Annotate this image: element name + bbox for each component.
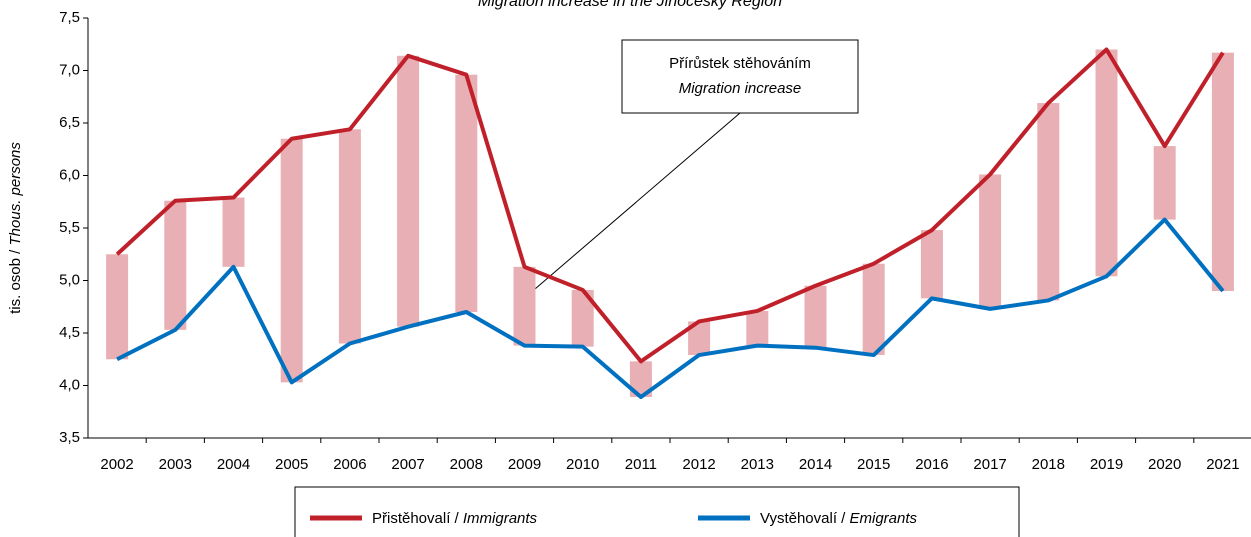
range-bar [920, 230, 943, 299]
annotation-text: Přírůstek stěhováním [669, 55, 811, 72]
range-bar [338, 129, 361, 344]
x-tick-label: 2017 [973, 456, 1006, 473]
x-tick-label: 2019 [1090, 456, 1123, 473]
y-tick-label: 3,5 [59, 429, 80, 446]
range-bar [513, 266, 536, 346]
annotation-box [621, 39, 859, 114]
x-tick-label: 2013 [741, 456, 774, 473]
series-line [116, 217, 1225, 400]
y-tick-label: 7,5 [59, 9, 80, 26]
range-bar [1153, 146, 1176, 220]
range-bar [979, 174, 1002, 309]
x-tick-label: 2020 [1148, 456, 1181, 473]
range-bar [455, 74, 478, 312]
range-bar [629, 361, 652, 398]
x-tick-label: 2010 [566, 456, 599, 473]
x-tick-label: 2008 [450, 456, 483, 473]
x-tick-label: 2002 [100, 456, 133, 473]
range-bar [746, 310, 769, 346]
x-tick-label: 2018 [1032, 456, 1065, 473]
chart-title: Migration increase in the Jihočeský Regi… [478, 0, 782, 10]
x-tick-label: 2004 [217, 456, 250, 473]
y-tick-label: 5,0 [59, 271, 80, 288]
x-tick-label: 2003 [159, 456, 192, 473]
x-tick-label: 2007 [391, 456, 424, 473]
range-bar [222, 197, 245, 267]
range-bar [1037, 103, 1060, 301]
range-bar [106, 254, 129, 360]
range-bar [164, 200, 187, 330]
series-line [115, 47, 1225, 364]
legend [294, 486, 1020, 537]
y-tick-label: 6,0 [59, 166, 80, 183]
y-tick-label: 6,5 [59, 114, 80, 131]
range-bar [1095, 49, 1118, 277]
range-bar [804, 285, 827, 348]
range-bar [862, 263, 885, 356]
x-tick-label: 2011 [625, 456, 657, 473]
range-bar [1211, 52, 1234, 292]
y-tick-label: 4,5 [59, 324, 80, 341]
y-tick-label: 4,0 [59, 376, 80, 393]
range-bar [280, 138, 303, 383]
range-bar [397, 55, 420, 327]
annotation-pointer [527, 112, 741, 296]
range-bar [571, 289, 594, 347]
x-tick-label: 2016 [915, 456, 948, 473]
x-tick-label: 2021 [1206, 456, 1239, 473]
x-tick-label: 2009 [508, 456, 541, 473]
y-tick-label: 7,0 [59, 61, 80, 78]
legend-label: Přistěhovalí / Immigrants [372, 510, 538, 527]
x-tick-label: 2005 [275, 456, 308, 473]
x-tick-label: 2006 [333, 456, 366, 473]
x-tick-label: 2015 [857, 456, 890, 473]
y-tick-label: 5,5 [59, 219, 80, 236]
range-bar [688, 321, 711, 356]
legend-label: Vystěhovalí / Emigrants [760, 510, 918, 527]
x-tick-label: 2014 [799, 456, 832, 473]
x-tick-label: 2012 [682, 456, 715, 473]
y-axis-label: tis. osob / Thous. persons [7, 142, 24, 314]
annotation-text: Migration increase [679, 80, 802, 97]
